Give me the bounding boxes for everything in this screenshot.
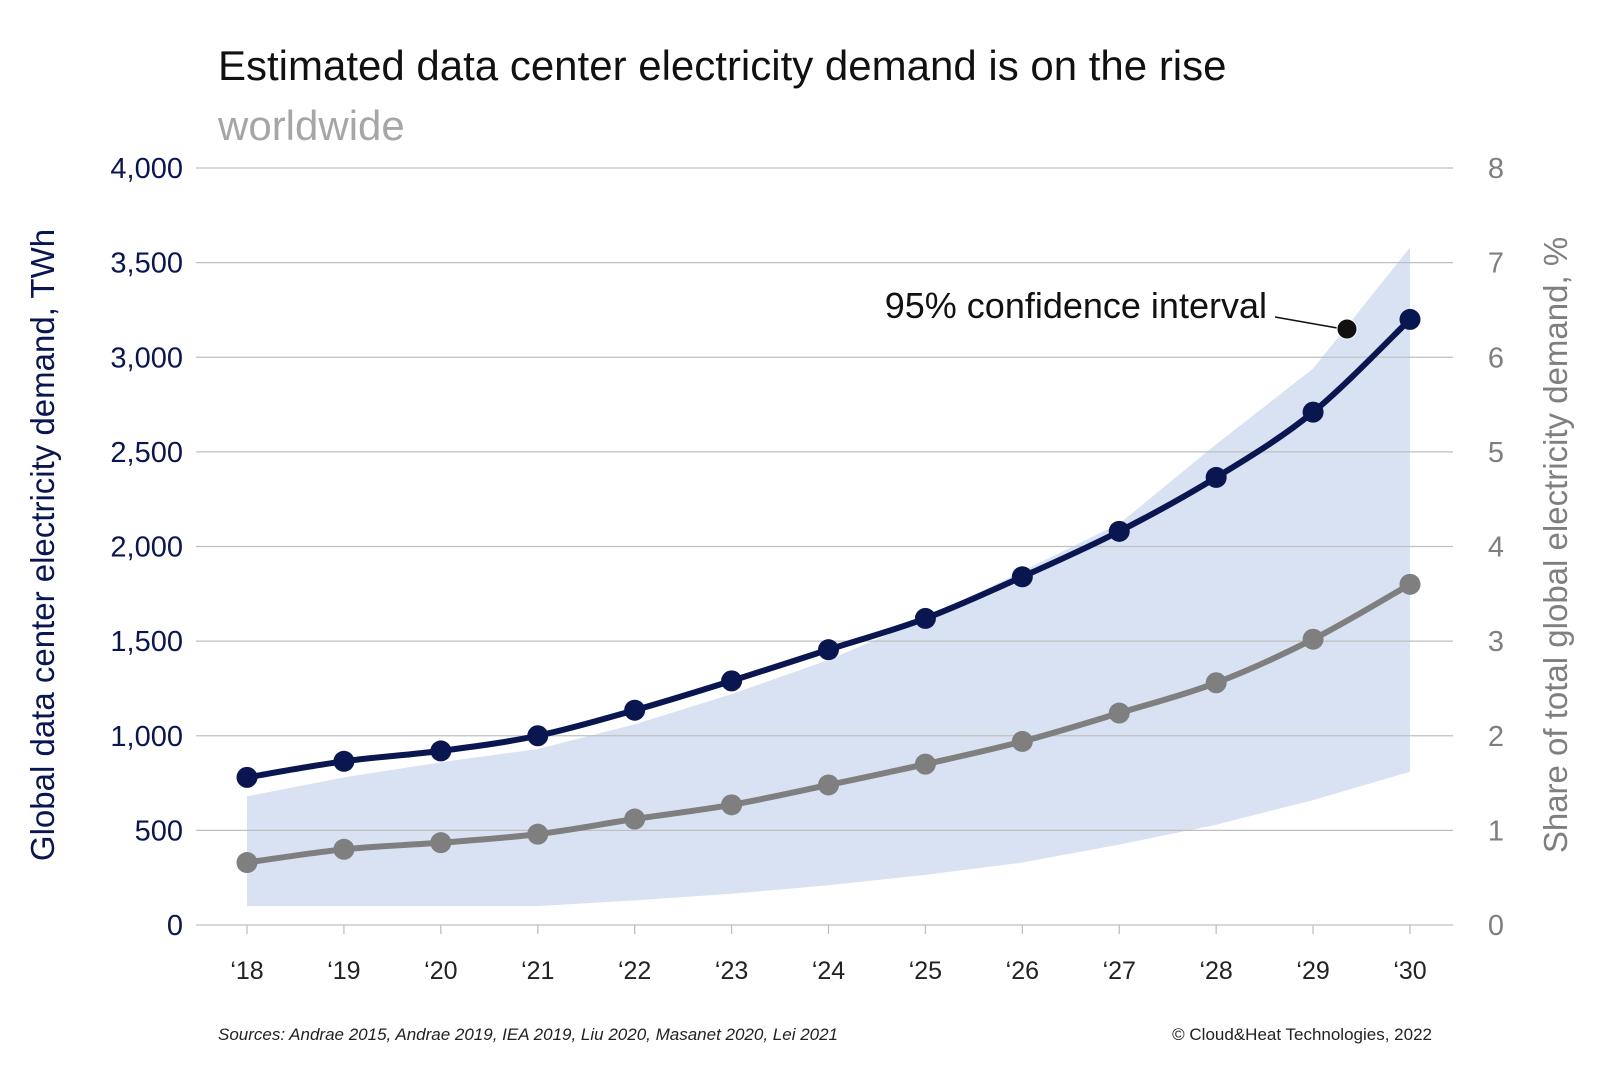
series-demand-twh-point	[624, 699, 646, 721]
chart-subtitle: worldwide	[217, 102, 405, 149]
series-demand-twh-point	[333, 750, 355, 772]
copyright-note: © Cloud&Heat Technologies, 2022	[1172, 1025, 1432, 1044]
series-layer	[236, 308, 1421, 874]
x-tick-label: ‘25	[909, 957, 942, 985]
x-tick-label: ‘30	[1393, 957, 1426, 985]
y-tick-right: 0	[1488, 910, 1504, 942]
y-tick-right: 5	[1488, 437, 1504, 469]
series-share-percent-point	[721, 794, 743, 816]
series-demand-twh-point	[236, 766, 258, 788]
sources-note: Sources: Andrae 2015, Andrae 2019, IEA 2…	[218, 1025, 838, 1044]
y-tick-right: 2	[1488, 721, 1504, 753]
x-tick-label: ‘20	[424, 957, 457, 985]
series-demand-twh-point	[818, 639, 839, 661]
y-axis-label-right: Share of total global electricity demand…	[1537, 237, 1574, 853]
chart-title: Estimated data center electricity demand…	[218, 42, 1227, 89]
gridlines	[196, 167, 1453, 926]
y-tick-left: 3,500	[110, 248, 183, 280]
confidence-band-layer	[247, 247, 1410, 907]
series-share-percent-point	[527, 823, 549, 845]
series-share-percent-point	[818, 774, 839, 796]
series-share-percent-point	[1205, 672, 1227, 694]
confidence-annotation-label: 95% confidence interval	[885, 285, 1267, 326]
y-tick-left: 3,000	[110, 342, 183, 374]
y-tick-left: 1,500	[110, 626, 183, 658]
y-axis-label-left: Global data center electricity demand, T…	[24, 229, 61, 861]
y-tick-right: 6	[1488, 342, 1504, 374]
x-tick-label: ‘24	[812, 957, 845, 985]
series-demand-twh-point	[721, 670, 743, 692]
x-tick-label: ‘18	[230, 957, 263, 985]
series-demand-twh-point	[430, 740, 452, 762]
y-tick-left: 4,000	[110, 153, 183, 185]
series-share-percent-point	[1302, 628, 1324, 650]
annotation-marker	[1336, 318, 1358, 340]
x-tick-label: ‘23	[715, 957, 748, 985]
confidence-annotation: 95% confidence interval	[885, 285, 1358, 340]
series-demand-twh-point	[527, 725, 549, 747]
x-axis-ticks: ‘18 ‘19 ‘20 ‘21 ‘22 ‘23 ‘24 ‘25 ‘26 ‘27 ‘28 ‘29 ‘30	[230, 925, 1427, 985]
y-tick-left: 0	[167, 910, 183, 942]
x-tick-label: ‘19	[327, 957, 360, 985]
series-share-percent-point	[236, 852, 258, 874]
right-axis-ticks: 0 1 2 3 4 5 6 7 8	[1488, 153, 1504, 942]
y-tick-left: 2,500	[110, 437, 183, 469]
x-tick-label: ‘28	[1199, 957, 1232, 985]
series-demand-twh-point	[914, 607, 936, 629]
confidence-band	[247, 247, 1410, 907]
annotation-leader-line	[1274, 316, 1344, 330]
series-share-percent-point	[1108, 702, 1130, 724]
x-tick-label: ‘22	[618, 957, 651, 985]
y-tick-left: 1,000	[110, 721, 183, 753]
series-share-percent-point	[1011, 730, 1033, 752]
series-share-percent-point	[333, 838, 355, 860]
series-demand-twh-point	[1205, 466, 1227, 488]
x-tick-label: ‘27	[1103, 957, 1136, 985]
series-demand-twh-point	[1302, 401, 1324, 423]
y-tick-right: 1	[1488, 815, 1504, 847]
y-tick-right: 3	[1488, 626, 1504, 658]
y-tick-right: 7	[1488, 248, 1504, 280]
x-tick-label: ‘26	[1006, 957, 1039, 985]
x-tick-label: ‘29	[1296, 957, 1329, 985]
y-tick-left: 2,000	[110, 532, 183, 564]
series-share-percent-point	[624, 808, 646, 830]
left-axis-ticks: 0 500 1,000 1,500 2,000 2,500 3,000 3,500 4,000	[110, 153, 183, 942]
series-demand-twh-point	[1011, 566, 1033, 588]
x-tick-label: ‘21	[521, 957, 554, 985]
series-demand-twh-point	[1399, 308, 1421, 330]
series-demand-twh-point	[1108, 520, 1130, 542]
series-share-percent-point	[914, 753, 936, 775]
series-share-percent-point	[1399, 573, 1421, 595]
series-share-percent-point	[430, 832, 452, 854]
y-tick-right: 4	[1488, 532, 1504, 564]
y-tick-right: 8	[1488, 153, 1504, 185]
y-tick-left: 500	[135, 815, 183, 847]
